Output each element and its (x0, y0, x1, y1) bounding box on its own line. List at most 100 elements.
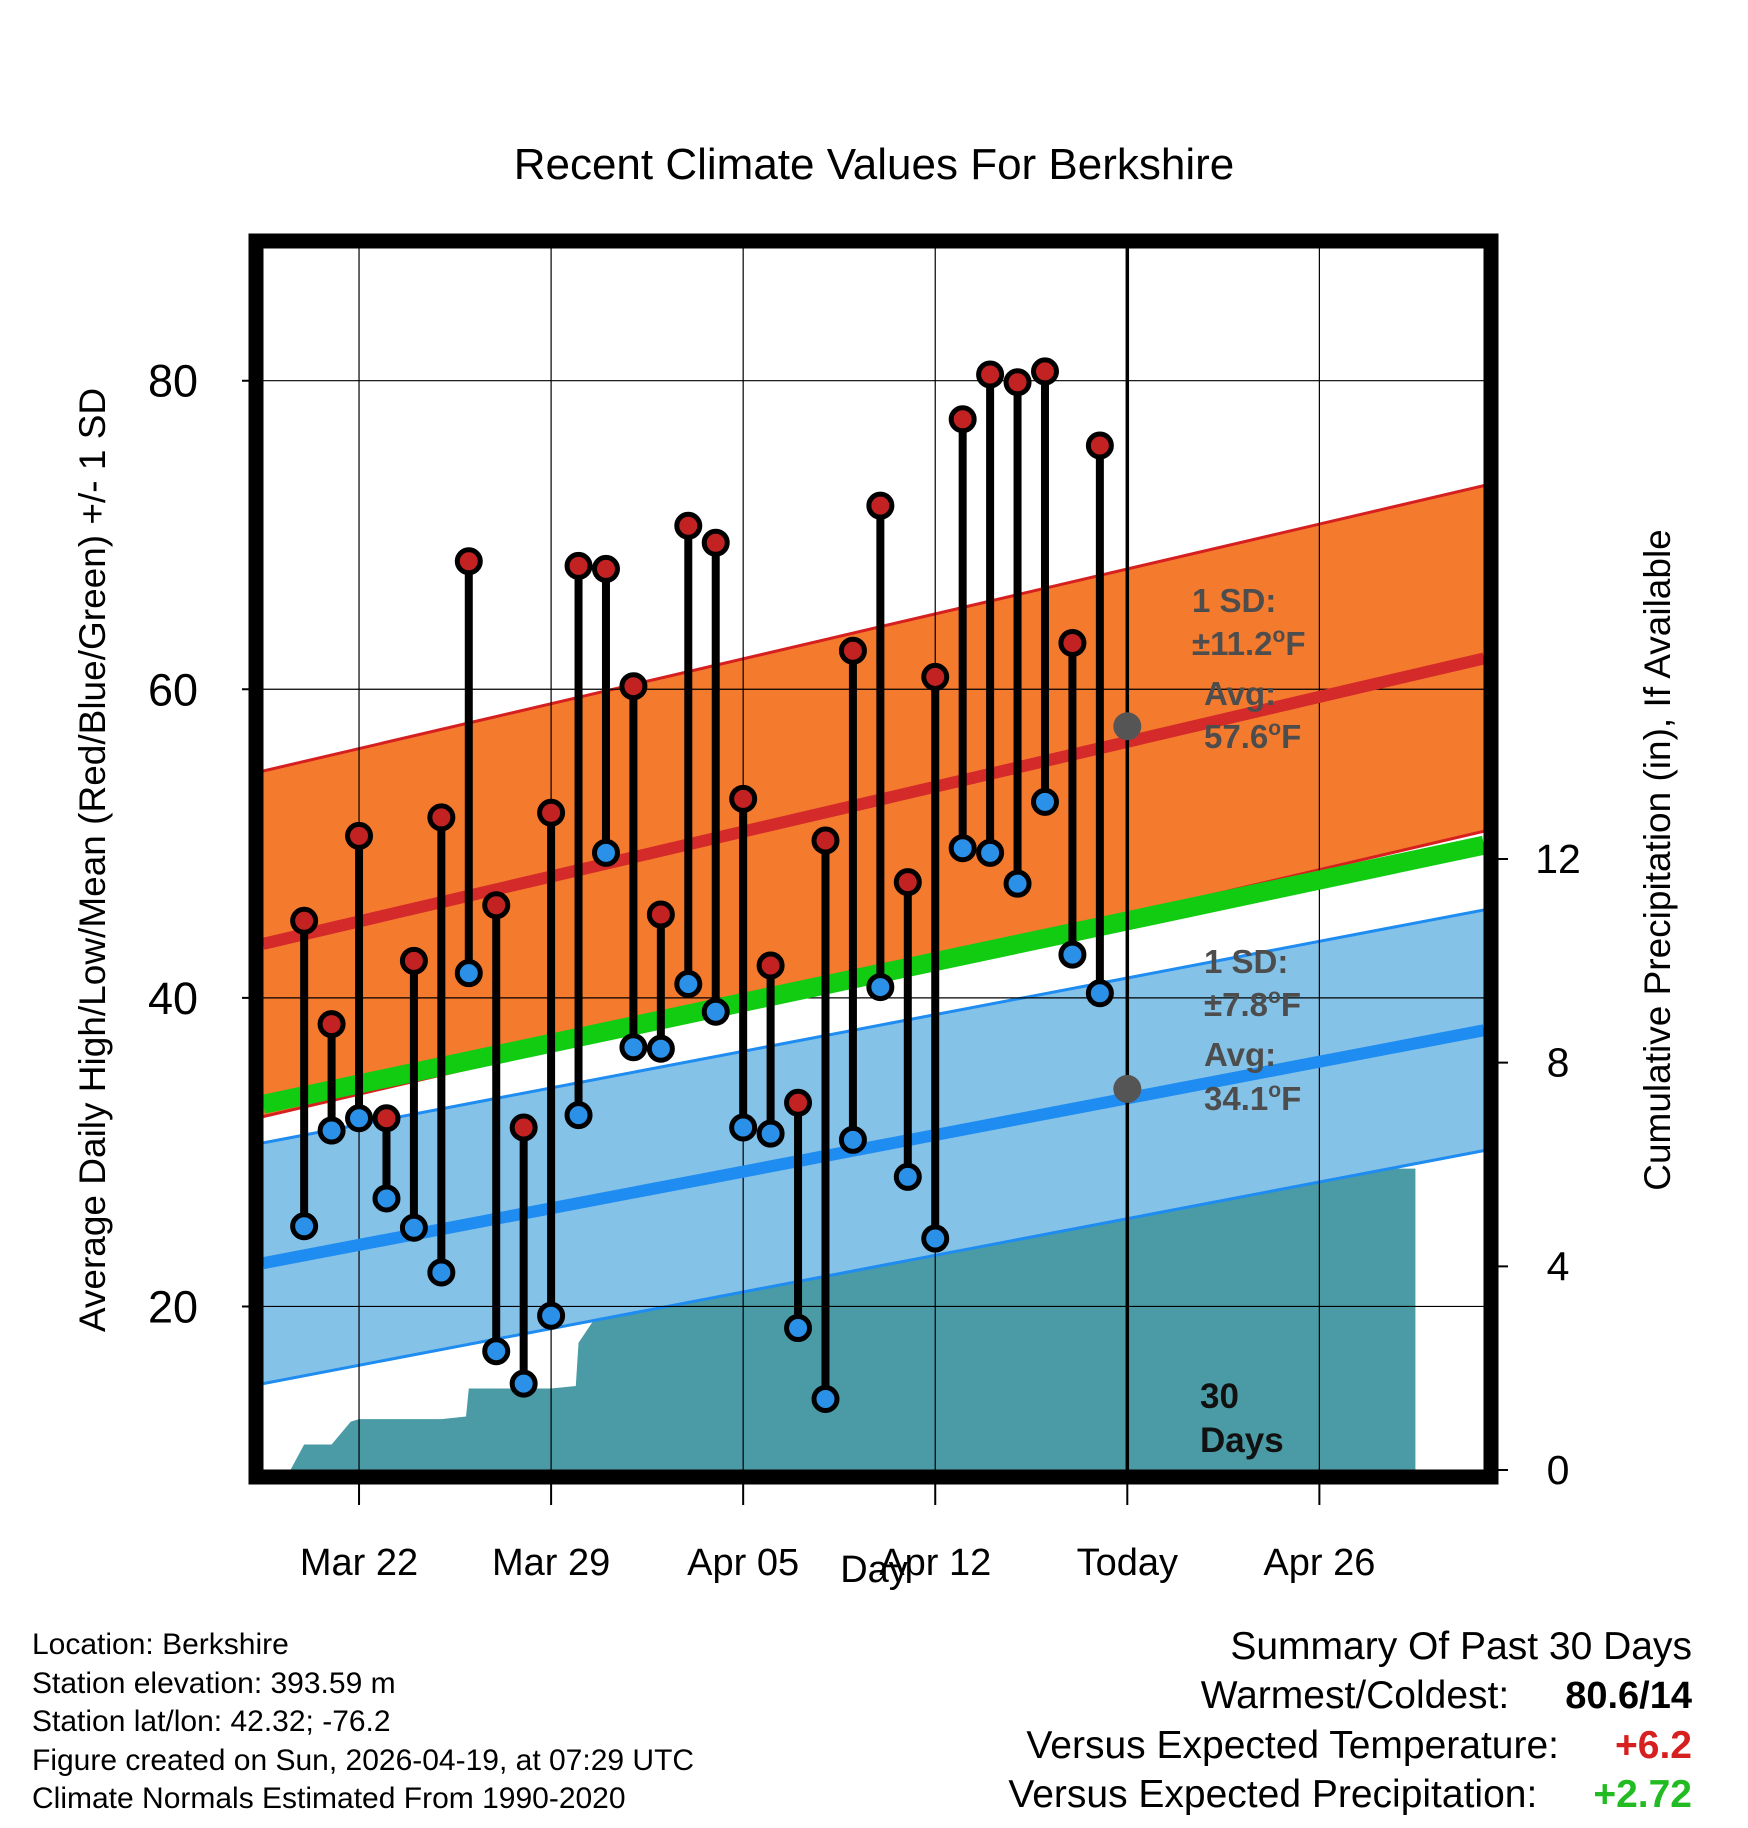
x-tick-label: Mar 29 (492, 1542, 610, 1584)
obs-high-dot (564, 551, 593, 580)
y-tick-label: 80 (148, 356, 198, 407)
high-annotation: 1 SD: ±11.2oF Avg: 57.6oF (1192, 582, 1306, 755)
obs-low-dot (866, 973, 895, 1002)
precip-value: +2.72 (1593, 1773, 1692, 1816)
obs-high-dot (454, 547, 483, 576)
days-count-label: 30 (1200, 1377, 1239, 1416)
obs-low-dot (619, 1033, 648, 1062)
obs-low-dot (591, 838, 620, 867)
low-avg-label: Avg: (1204, 1036, 1276, 1073)
obs-low-dot (317, 1116, 346, 1145)
high-sd-value: ±11.2oF (1192, 624, 1306, 662)
obs-high-dot (317, 1010, 346, 1039)
y2-tick-label: 0 (1547, 1447, 1570, 1493)
obs-low-dot (976, 838, 1005, 867)
low-avg-value: 34.1oF (1204, 1079, 1301, 1117)
obs-high-dot (784, 1088, 813, 1117)
obs-low-dot (1085, 979, 1114, 1008)
temp-label: Versus Expected Temperature: (1026, 1724, 1559, 1767)
obs-high-dot (1058, 628, 1087, 657)
low-sd-label: 1 SD: (1204, 943, 1288, 980)
normal-low-line (263, 1024, 1484, 1270)
obs-low-dot (482, 1337, 511, 1366)
obs-high-dot (345, 821, 374, 850)
high-avg-marker (1113, 712, 1142, 741)
obs-low-dot (537, 1301, 566, 1330)
low-avg-marker (1113, 1074, 1142, 1103)
obs-low-dot (756, 1119, 785, 1148)
obs-high-dot (372, 1104, 401, 1133)
obs-low-dot (1030, 787, 1059, 816)
low-band-upper-edge (263, 908, 1484, 1145)
low-sd-value: ±7.8oF (1204, 985, 1301, 1023)
y2-tick-label: 8 (1547, 1040, 1570, 1086)
normal-mean-line (263, 835, 1484, 1114)
obs-high-dot (1003, 368, 1032, 397)
obs-high-dot (729, 784, 758, 813)
x-tick-label: Apr 12 (879, 1542, 991, 1584)
y-tick-label: 40 (148, 973, 198, 1024)
obs-high-dot (701, 528, 730, 557)
obs-high-dot (811, 826, 840, 855)
obs-high-dot (509, 1113, 538, 1142)
today-annotation: 30 Days (1200, 1377, 1284, 1460)
obs-high-dot (948, 405, 977, 434)
obs-high-dot (756, 951, 785, 980)
x-axis-label: Day (840, 1549, 908, 1591)
y2-tick-label: 12 (1535, 836, 1581, 882)
obs-high-dot (619, 672, 648, 701)
obs-low-dot (345, 1104, 374, 1133)
obs-low-dot (784, 1314, 813, 1343)
high-sd-label: 1 SD: (1192, 582, 1276, 619)
obs-low-dot (646, 1034, 675, 1063)
precipitation-area (290, 1168, 1416, 1470)
obs-high-dot (674, 511, 703, 540)
elevation-text: Station elevation: 393.59 m (32, 1666, 396, 1700)
high-avg-value: 57.6oF (1204, 717, 1301, 755)
y-axis-ticks: 20 40 60 80 (148, 356, 263, 1462)
summary-panel: Summary Of Past 30 Days Warmest/Coldest:… (1008, 1622, 1692, 1819)
temp-value: +6.2 (1615, 1724, 1692, 1767)
precip-label: Versus Expected Precipitation: (1008, 1773, 1538, 1816)
high-avg-label: Avg: (1204, 675, 1276, 712)
y2-axis-label: Cumulative Precipitation (in), If Availa… (1637, 529, 1678, 1191)
observations (290, 357, 1114, 1414)
station-info: Location: Berkshire Station elevation: 3… (32, 1626, 694, 1819)
obs-high-dot (1085, 431, 1114, 460)
obs-low-dot (399, 1213, 428, 1242)
obs-low-dot (811, 1385, 840, 1414)
normals-text: Climate Normals Estimated From 1990-2020 (32, 1782, 626, 1815)
obs-high-dot (921, 662, 950, 691)
obs-high-dot (838, 636, 867, 665)
obs-low-dot (1003, 869, 1032, 898)
obs-low-dot (1058, 940, 1087, 969)
obs-high-dot (290, 906, 319, 935)
obs-high-dot (866, 491, 895, 520)
y-axis-label: Average Daily High/Low/Mean (Red/Blue/Gr… (72, 388, 113, 1332)
chart-title: Recent Climate Values For Berkshire (514, 140, 1235, 189)
obs-low-dot (701, 997, 730, 1026)
summary-title: Summary Of Past 30 Days (1230, 1625, 1692, 1668)
obs-low-dot (674, 969, 703, 998)
low-annotation: 1 SD: ±7.8oF Avg: 34.1oF (1204, 943, 1301, 1117)
low-band-lower-edge (263, 1149, 1484, 1386)
obs-low-dot (454, 959, 483, 988)
obs-high-dot (399, 946, 428, 975)
obs-low-dot (427, 1258, 456, 1287)
obs-high-dot (482, 891, 511, 920)
warm-cold-value: 80.6/14 (1565, 1675, 1692, 1717)
x-tick-label: Apr 26 (1263, 1542, 1375, 1584)
obs-low-dot (838, 1125, 867, 1154)
summary-precip-row: Versus Expected Precipitation: +2.72 (1008, 1770, 1692, 1819)
obs-high-dot (427, 803, 456, 832)
obs-low-dot (564, 1101, 593, 1130)
x-tick-label: Apr 05 (687, 1542, 799, 1584)
climate-chart: Recent Climate Values For Berkshire 1 SD… (72, 140, 1678, 1591)
summary-temp-row: Versus Expected Temperature: +6.2 (1008, 1721, 1692, 1770)
obs-low-dot (948, 834, 977, 863)
days-word-label: Days (1200, 1421, 1284, 1460)
x-axis-ticks: Mar 22 Mar 29 Apr 05 Apr 12 Today Apr 26 (300, 1484, 1375, 1584)
plot-area (263, 248, 1484, 1470)
y2-tick-label: 4 (1547, 1243, 1570, 1289)
obs-low-dot (509, 1369, 538, 1398)
